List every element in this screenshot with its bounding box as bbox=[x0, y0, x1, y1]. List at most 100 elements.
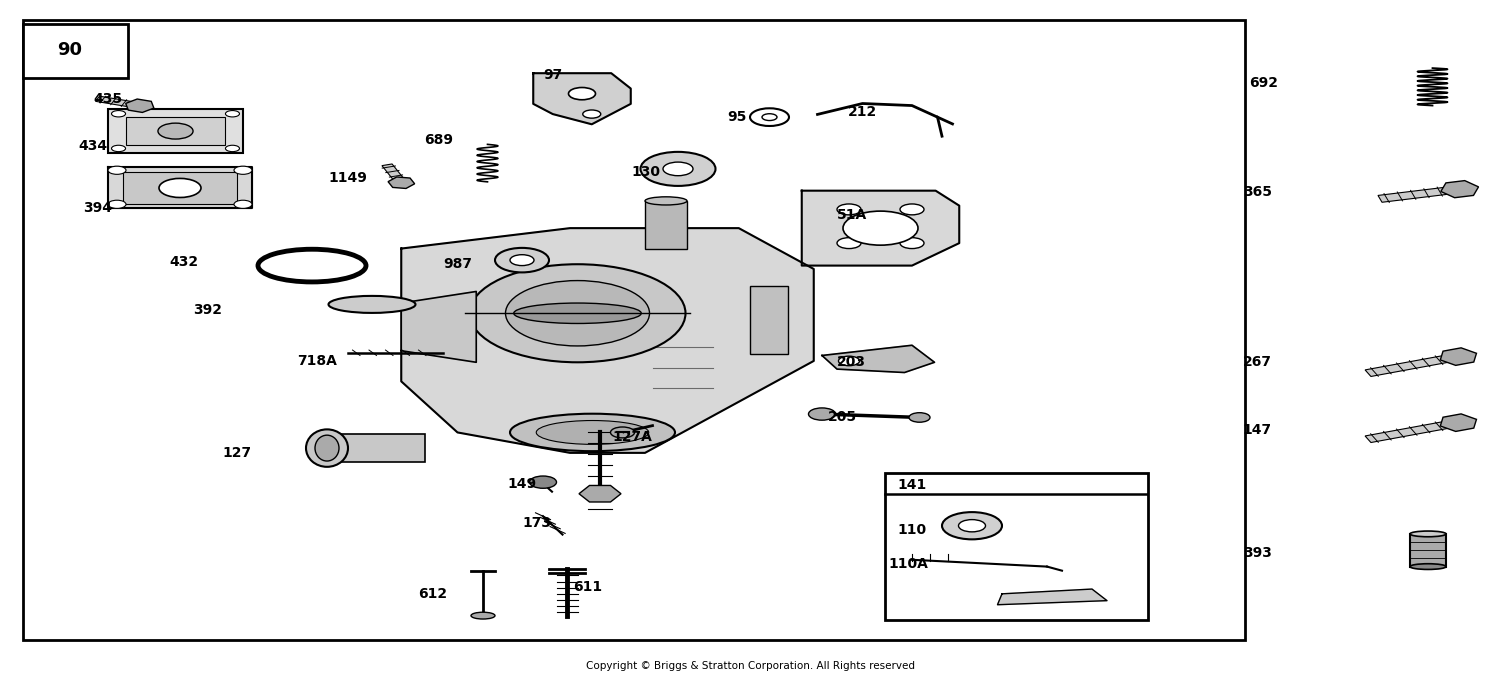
Circle shape bbox=[582, 110, 600, 118]
Ellipse shape bbox=[1410, 531, 1446, 537]
Circle shape bbox=[843, 211, 918, 245]
Text: 95: 95 bbox=[728, 110, 747, 124]
Polygon shape bbox=[96, 96, 142, 108]
Ellipse shape bbox=[471, 612, 495, 619]
Circle shape bbox=[837, 204, 861, 215]
Circle shape bbox=[506, 281, 650, 346]
Circle shape bbox=[225, 145, 240, 152]
Polygon shape bbox=[108, 167, 252, 208]
Text: 718A: 718A bbox=[297, 354, 338, 368]
Text: 205: 205 bbox=[828, 410, 856, 424]
Circle shape bbox=[111, 110, 126, 117]
Bar bbox=[108, 109, 243, 153]
Text: 432: 432 bbox=[170, 255, 198, 269]
Text: 392: 392 bbox=[194, 303, 222, 317]
Text: 127: 127 bbox=[224, 446, 252, 460]
Text: 127A: 127A bbox=[612, 430, 652, 444]
Text: 110A: 110A bbox=[888, 557, 928, 571]
Ellipse shape bbox=[306, 430, 348, 467]
Text: 173: 173 bbox=[522, 516, 550, 530]
Polygon shape bbox=[998, 589, 1107, 605]
Text: 1149: 1149 bbox=[328, 172, 368, 185]
Circle shape bbox=[234, 166, 252, 174]
Circle shape bbox=[158, 123, 194, 139]
Bar bbox=[22, 20, 1245, 640]
Text: BRIGGS
& STRATTON: BRIGGS & STRATTON bbox=[558, 316, 627, 338]
Ellipse shape bbox=[537, 420, 648, 445]
Polygon shape bbox=[126, 99, 154, 112]
Bar bbox=[123, 172, 237, 204]
Bar bbox=[750, 286, 788, 354]
Circle shape bbox=[495, 248, 549, 272]
Text: 267: 267 bbox=[1244, 355, 1272, 369]
Polygon shape bbox=[1365, 419, 1461, 443]
Polygon shape bbox=[402, 228, 813, 453]
Text: Copyright © Briggs & Stratton Corporation. All Rights reserved: Copyright © Briggs & Stratton Corporatio… bbox=[585, 661, 915, 671]
Bar bbox=[327, 434, 424, 462]
Polygon shape bbox=[1440, 414, 1476, 432]
Polygon shape bbox=[534, 74, 630, 125]
Bar bbox=[1410, 534, 1446, 567]
Text: 365: 365 bbox=[1244, 185, 1272, 199]
Polygon shape bbox=[1365, 353, 1461, 377]
Bar bbox=[22, 24, 128, 78]
Ellipse shape bbox=[1410, 564, 1446, 569]
Circle shape bbox=[108, 166, 126, 174]
Polygon shape bbox=[402, 291, 477, 362]
Text: 90: 90 bbox=[57, 41, 82, 59]
Polygon shape bbox=[1440, 348, 1476, 366]
Circle shape bbox=[108, 200, 126, 208]
Circle shape bbox=[909, 413, 930, 422]
Circle shape bbox=[663, 162, 693, 176]
Text: 110: 110 bbox=[897, 523, 926, 537]
Circle shape bbox=[837, 238, 861, 249]
Text: 130: 130 bbox=[632, 165, 660, 178]
Text: 149: 149 bbox=[507, 477, 536, 490]
Text: 393: 393 bbox=[1244, 546, 1272, 560]
Circle shape bbox=[900, 238, 924, 249]
Polygon shape bbox=[1442, 180, 1479, 197]
Text: 51A: 51A bbox=[837, 208, 867, 221]
Bar bbox=[126, 117, 225, 145]
Ellipse shape bbox=[328, 296, 416, 313]
Circle shape bbox=[900, 204, 924, 215]
Text: 203: 203 bbox=[837, 355, 866, 369]
Text: 434: 434 bbox=[80, 140, 108, 153]
Polygon shape bbox=[579, 486, 621, 502]
Text: 987: 987 bbox=[444, 257, 472, 271]
Ellipse shape bbox=[315, 435, 339, 461]
Bar bbox=[885, 473, 1148, 620]
Circle shape bbox=[470, 264, 686, 362]
Circle shape bbox=[568, 87, 596, 100]
Circle shape bbox=[610, 427, 634, 438]
Text: 435: 435 bbox=[94, 92, 123, 106]
Polygon shape bbox=[382, 164, 406, 184]
Text: 147: 147 bbox=[1244, 424, 1272, 437]
Polygon shape bbox=[1378, 186, 1461, 202]
Ellipse shape bbox=[510, 413, 675, 452]
Circle shape bbox=[159, 178, 201, 197]
Text: 97: 97 bbox=[543, 68, 562, 82]
Circle shape bbox=[958, 520, 986, 532]
Circle shape bbox=[111, 145, 126, 152]
Circle shape bbox=[225, 110, 240, 117]
Bar bbox=[645, 201, 687, 249]
Text: 689: 689 bbox=[424, 133, 453, 146]
Polygon shape bbox=[822, 345, 934, 373]
Polygon shape bbox=[388, 177, 414, 189]
Ellipse shape bbox=[645, 197, 687, 205]
Text: 141: 141 bbox=[897, 478, 926, 492]
Text: 692: 692 bbox=[1250, 76, 1278, 90]
Circle shape bbox=[640, 152, 716, 186]
Polygon shape bbox=[801, 191, 960, 266]
Text: 394: 394 bbox=[84, 201, 112, 215]
Text: 612: 612 bbox=[419, 587, 447, 601]
Circle shape bbox=[839, 356, 860, 366]
Circle shape bbox=[510, 255, 534, 266]
Circle shape bbox=[808, 408, 836, 420]
Circle shape bbox=[530, 476, 556, 488]
Circle shape bbox=[942, 512, 1002, 539]
Text: 611: 611 bbox=[573, 580, 602, 594]
Ellipse shape bbox=[513, 303, 642, 323]
Text: 212: 212 bbox=[847, 106, 876, 119]
